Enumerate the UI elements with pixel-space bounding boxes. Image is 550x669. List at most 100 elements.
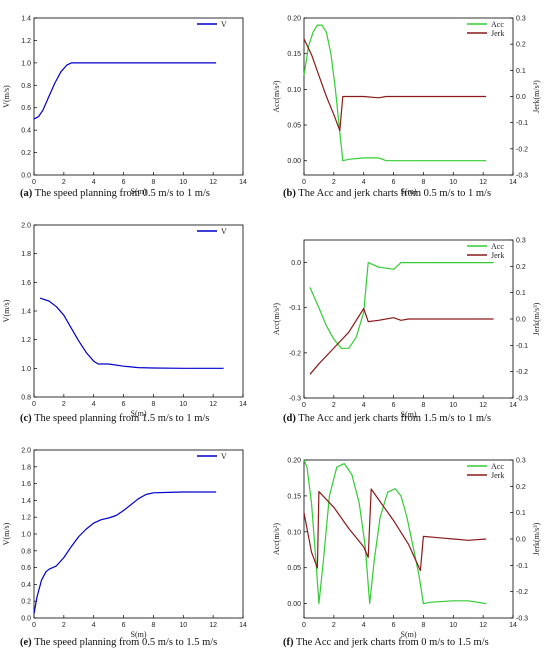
x-tick-label: 0 (302, 179, 306, 186)
x-tick-label: 6 (392, 622, 396, 629)
y-tick-label: 1.4 (21, 16, 31, 23)
caption-b: (b) The Acc and jerk charts from 0.5 m/s… (283, 188, 491, 199)
x-axis-label: S(m) (401, 187, 417, 196)
caption-text: The speed planning from 0.5 m/s to 1.5 m… (32, 637, 218, 648)
x-tick-label: 4 (362, 179, 366, 186)
y2-tick-label: -0.2 (516, 589, 528, 596)
x-tick-label: 12 (209, 401, 217, 408)
y-tick-label: 0.8 (21, 83, 31, 90)
y2-axis-label: Jerk(m/s³) (532, 80, 541, 113)
series-line-acc (303, 459, 487, 605)
x-tick-label: 4 (92, 401, 96, 408)
x-tick-label: 2 (62, 622, 66, 629)
y-tick-label: 2.0 (21, 448, 31, 455)
x-tick-label: 10 (449, 402, 457, 409)
x-tick-label: 4 (92, 622, 96, 629)
y-tick-label: -0.1 (289, 305, 301, 312)
y-tick-label: 0.10 (287, 529, 301, 536)
x-tick-label: 14 (509, 179, 517, 186)
chart-c: 0 2 4 6 8 10 12 14 0.8 1.0 1.2 1.4 1.6 1.8 2.0 S(m) V(m/… (2, 223, 247, 425)
y2-tick-label: -0.1 (516, 343, 528, 350)
y-tick-label: 0.20 (287, 458, 301, 465)
chart-f: 0 2 4 6 8 10 12 14 0.00 0.05 0.10 0.15 0.20 -0.3 -0.2 -… (272, 458, 541, 649)
y-tick-label: -0.2 (289, 350, 301, 357)
legend-label-acc: Acc (491, 20, 504, 29)
x-axis-label: S(m) (131, 630, 147, 639)
y-tick-label: 1.4 (21, 498, 31, 505)
x-tick-label: 4 (362, 402, 366, 409)
y-tick-label: 0.15 (287, 51, 301, 58)
x-tick-label: 6 (122, 401, 126, 408)
y-tick-label: 2.0 (21, 223, 31, 230)
y2-tick-label: -0.2 (516, 369, 528, 376)
x-tick-label: 12 (209, 179, 217, 186)
caption-tag: (c) (20, 413, 32, 424)
y2-tick-label: 0.3 (516, 16, 526, 23)
x-tick-label: 8 (151, 401, 155, 408)
x-tick-label: 6 (122, 179, 126, 186)
caption-text: The speed planning from 1.5 m/s to 1 m/s (32, 413, 210, 424)
caption-tag: (a) (20, 188, 33, 199)
chart-d: 0 2 4 6 8 10 12 14-0.3-0.2-0.10.0-0.3-0.2-0.10.… (272, 238, 541, 425)
caption-d: (d) The Acc and jerk charts from 1.5 m/s… (283, 413, 491, 424)
caption-text: The Acc and jerk charts from 0 m/s to 1.… (294, 637, 489, 648)
y2-axis-label: Jerk(m/s³) (532, 522, 541, 555)
x-tick-label: 12 (479, 402, 487, 409)
y-axis-label: Acc(m/s²) (272, 523, 281, 556)
x-tick-label: 0 (32, 179, 36, 186)
legend-label-v: V (221, 227, 227, 236)
series-line-v (33, 62, 217, 120)
x-tick-label: 8 (151, 179, 155, 186)
x-tick-label: 4 (92, 179, 96, 186)
y-tick-label: 0.05 (287, 565, 301, 572)
y-tick-label: 1.2 (21, 337, 31, 344)
x-axis-label: S(m) (131, 409, 147, 418)
y-tick-label: 0.4 (21, 128, 31, 135)
x-tick-label: 12 (209, 622, 217, 629)
y-tick-label: 0.6 (21, 565, 31, 572)
series-line-jerk (303, 488, 487, 572)
y-tick-label: 1.0 (21, 532, 31, 539)
x-axis-label: S(m) (401, 410, 417, 419)
caption-tag: (d) (283, 413, 296, 424)
chart-a: 0 2 4 6 8 10 12 14 0.0 0.2 0.4 0.6 0.8 1.0 1.2 1.4 S(m) V… (2, 16, 247, 200)
legend-label-jerk: Jerk (491, 29, 504, 38)
y2-tick-label: 0.0 (516, 317, 526, 324)
plot-frame (33, 224, 244, 398)
y-axis-label: V(m/s) (2, 85, 11, 108)
y-tick-label: 0.0 (21, 173, 31, 180)
x-tick-label: 8 (421, 622, 425, 629)
x-tick-label: 0 (32, 622, 36, 629)
x-tick-label: 2 (332, 179, 336, 186)
y2-tick-label: 0.1 (516, 68, 526, 75)
x-tick-label: 0 (302, 402, 306, 409)
y2-tick-label: -0.1 (516, 120, 528, 127)
caption-text: The Acc and jerk charts from 1.5 m/s to … (296, 413, 491, 424)
x-tick-label: 6 (392, 179, 396, 186)
y-tick-label: 1.8 (21, 464, 31, 471)
y2-tick-label: 0.2 (516, 42, 526, 49)
y2-tick-label: -0.1 (516, 563, 528, 570)
y-tick-label: 1.4 (21, 309, 31, 316)
plot-frame (33, 17, 244, 176)
y-tick-label: 0.20 (287, 16, 301, 23)
y-tick-label: 1.2 (21, 38, 31, 45)
x-tick-label: 14 (509, 622, 517, 629)
x-tick-label: 12 (479, 622, 487, 629)
caption-text: The Acc and jerk charts from 0.5 m/s to … (296, 188, 491, 199)
y2-tick-label: 0.1 (516, 290, 526, 297)
y-axis-label: Acc(m/s²) (272, 80, 281, 113)
series-line-jerk (303, 38, 487, 132)
x-tick-label: 10 (179, 622, 187, 629)
legend-label-v: V (221, 452, 227, 461)
y-tick-label: 0.00 (287, 601, 301, 608)
x-tick-label: 12 (479, 179, 487, 186)
y2-tick-label: -0.2 (516, 146, 528, 153)
series-line-acc (303, 24, 487, 162)
series-line-acc (309, 262, 494, 349)
x-axis-label: S(m) (401, 630, 417, 639)
y-tick-label: 0.2 (21, 599, 31, 606)
x-tick-label: 8 (421, 179, 425, 186)
caption-e: (e) The speed planning from 0.5 m/s to 1… (20, 637, 217, 648)
x-tick-label: 6 (122, 622, 126, 629)
